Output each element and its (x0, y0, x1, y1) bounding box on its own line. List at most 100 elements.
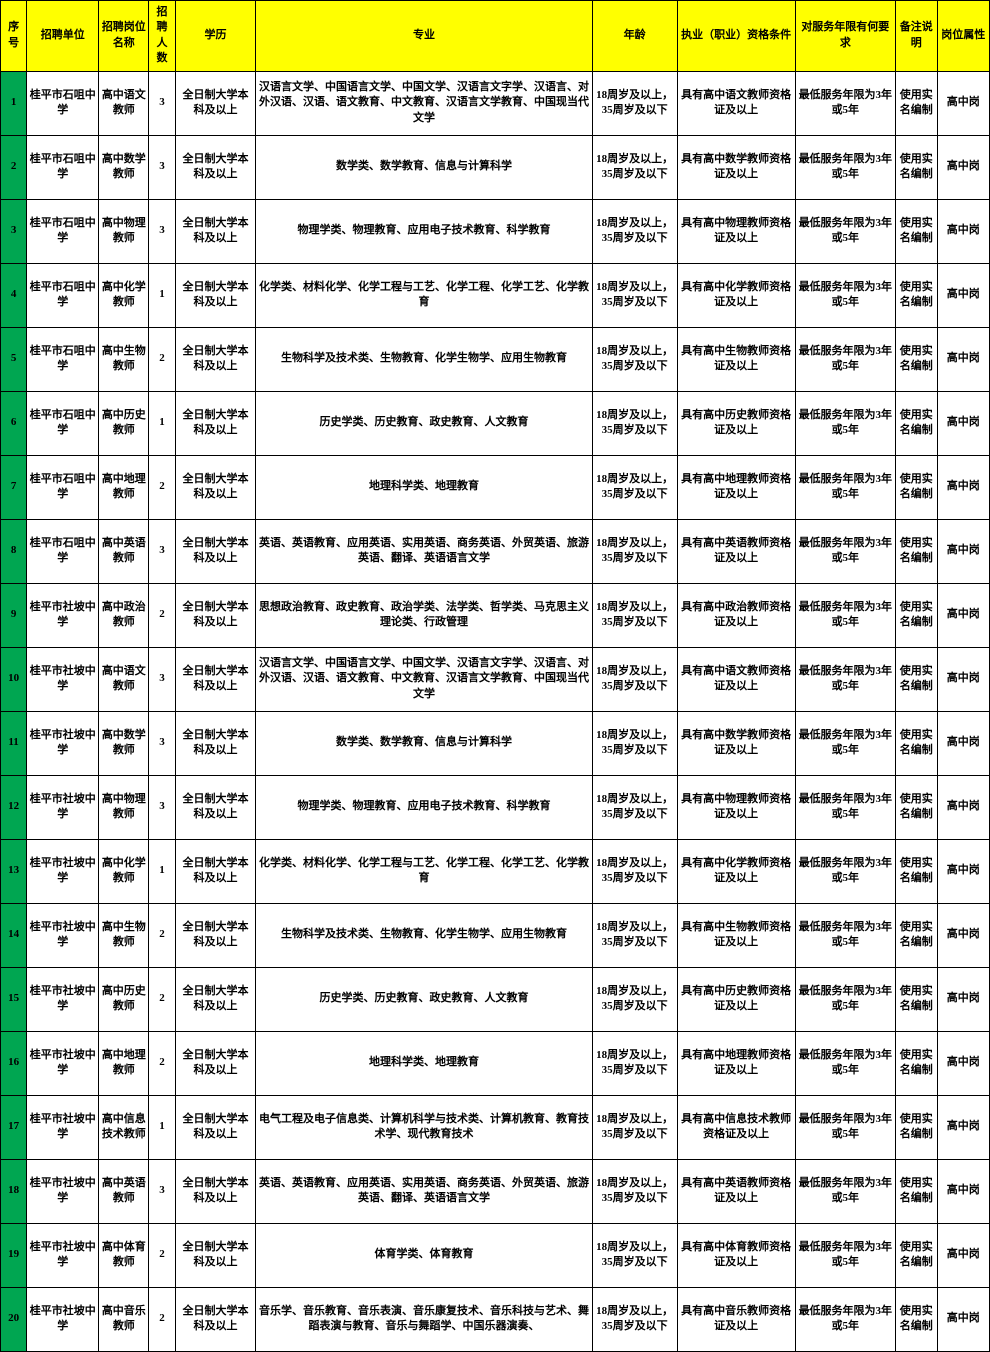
cell-major: 汉语言文学、中国语言文学、中国文学、汉语言文字学、汉语言、对外汉语、汉语、语文教… (256, 71, 592, 135)
cell-seq: 3 (1, 199, 27, 263)
cell-qualification: 具有高中政治教师资格证及以上 (677, 583, 795, 647)
cell-note: 使用实名编制 (896, 263, 937, 327)
cell-qualification: 具有高中历史教师资格证及以上 (677, 391, 795, 455)
cell-note: 使用实名编制 (896, 711, 937, 775)
cell-unit: 桂平市社坡中学 (27, 711, 99, 775)
cell-qualification: 具有高中地理教师资格证及以上 (677, 455, 795, 519)
cell-position: 高中信息技术教师 (99, 1095, 149, 1159)
cell-unit: 桂平市社坡中学 (27, 1287, 99, 1351)
cell-count: 2 (149, 903, 175, 967)
cell-attribute: 高中岗 (937, 711, 990, 775)
cell-qualification: 具有高中英语教师资格证及以上 (677, 1159, 795, 1223)
cell-seq: 14 (1, 903, 27, 967)
cell-education: 全日制大学本科及以上 (175, 1287, 256, 1351)
cell-qualification: 具有高中体育教师资格证及以上 (677, 1223, 795, 1287)
cell-age: 18周岁及以上，35周岁及以下 (592, 967, 677, 1031)
cell-age: 18周岁及以上，35周岁及以下 (592, 391, 677, 455)
cell-note: 使用实名编制 (896, 583, 937, 647)
cell-note: 使用实名编制 (896, 1223, 937, 1287)
cell-major: 生物科学及技术类、生物教育、化学生物学、应用生物教育 (256, 327, 592, 391)
cell-note: 使用实名编制 (896, 1031, 937, 1095)
cell-count: 2 (149, 327, 175, 391)
cell-service: 最低服务年限为3年或5年 (795, 327, 895, 391)
cell-qualification: 具有高中化学教师资格证及以上 (677, 263, 795, 327)
cell-seq: 9 (1, 583, 27, 647)
cell-major: 生物科学及技术类、生物教育、化学生物学、应用生物教育 (256, 903, 592, 967)
cell-education: 全日制大学本科及以上 (175, 1095, 256, 1159)
cell-major: 电气工程及电子信息类、计算机科学与技术类、计算机教育、教育技术学、现代教育技术 (256, 1095, 592, 1159)
cell-education: 全日制大学本科及以上 (175, 391, 256, 455)
cell-unit: 桂平市社坡中学 (27, 903, 99, 967)
cell-position: 高中语文教师 (99, 71, 149, 135)
header-cell: 年龄 (592, 1, 677, 72)
cell-major: 汉语言文学、中国语言文学、中国文学、汉语言文字学、汉语言、对外汉语、汉语、语文教… (256, 647, 592, 711)
table-row: 18桂平市社坡中学高中英语教师3全日制大学本科及以上英语、英语教育、应用英语、实… (1, 1159, 990, 1223)
cell-count: 2 (149, 967, 175, 1031)
cell-major: 地理科学类、地理教育 (256, 455, 592, 519)
cell-major: 历史学类、历史教育、政史教育、人文教育 (256, 967, 592, 1031)
cell-major: 英语、英语教育、应用英语、实用英语、商务英语、外贸英语、旅游英语、翻译、英语语言… (256, 519, 592, 583)
cell-unit: 桂平市社坡中学 (27, 1095, 99, 1159)
cell-attribute: 高中岗 (937, 647, 990, 711)
cell-note: 使用实名编制 (896, 1159, 937, 1223)
cell-note: 使用实名编制 (896, 327, 937, 391)
cell-seq: 11 (1, 711, 27, 775)
cell-service: 最低服务年限为3年或5年 (795, 1031, 895, 1095)
cell-attribute: 高中岗 (937, 1223, 990, 1287)
cell-attribute: 高中岗 (937, 775, 990, 839)
cell-qualification: 具有高中生物教师资格证及以上 (677, 903, 795, 967)
cell-seq: 4 (1, 263, 27, 327)
cell-education: 全日制大学本科及以上 (175, 1159, 256, 1223)
cell-education: 全日制大学本科及以上 (175, 327, 256, 391)
cell-seq: 5 (1, 327, 27, 391)
cell-position: 高中音乐教师 (99, 1287, 149, 1351)
cell-note: 使用实名编制 (896, 967, 937, 1031)
table-row: 6桂平市石咀中学高中历史教师1全日制大学本科及以上历史学类、历史教育、政史教育、… (1, 391, 990, 455)
cell-education: 全日制大学本科及以上 (175, 583, 256, 647)
cell-unit: 桂平市石咀中学 (27, 391, 99, 455)
cell-seq: 8 (1, 519, 27, 583)
cell-seq: 7 (1, 455, 27, 519)
cell-seq: 16 (1, 1031, 27, 1095)
table-row: 5桂平市石咀中学高中生物教师2全日制大学本科及以上生物科学及技术类、生物教育、化… (1, 327, 990, 391)
table-row: 7桂平市石咀中学高中地理教师2全日制大学本科及以上地理科学类、地理教育18周岁及… (1, 455, 990, 519)
header-cell: 备注说明 (896, 1, 937, 72)
cell-note: 使用实名编制 (896, 71, 937, 135)
header-cell: 学历 (175, 1, 256, 72)
cell-qualification: 具有高中数学教师资格证及以上 (677, 135, 795, 199)
recruitment-table: 序号招聘单位招聘岗位名称招聘人数学历专业年龄执业（职业）资格条件对服务年限有何要… (0, 0, 990, 1352)
cell-count: 2 (149, 1287, 175, 1351)
cell-age: 18周岁及以上，35周岁及以下 (592, 583, 677, 647)
cell-unit: 桂平市社坡中学 (27, 1223, 99, 1287)
cell-attribute: 高中岗 (937, 1095, 990, 1159)
cell-attribute: 高中岗 (937, 903, 990, 967)
header-cell: 序号 (1, 1, 27, 72)
cell-count: 1 (149, 839, 175, 903)
cell-unit: 桂平市社坡中学 (27, 775, 99, 839)
cell-attribute: 高中岗 (937, 263, 990, 327)
cell-unit: 桂平市石咀中学 (27, 71, 99, 135)
cell-qualification: 具有高中信息技术教师资格证及以上 (677, 1095, 795, 1159)
cell-attribute: 高中岗 (937, 327, 990, 391)
cell-attribute: 高中岗 (937, 135, 990, 199)
cell-note: 使用实名编制 (896, 647, 937, 711)
cell-qualification: 具有高中生物教师资格证及以上 (677, 327, 795, 391)
cell-seq: 12 (1, 775, 27, 839)
cell-count: 3 (149, 135, 175, 199)
cell-service: 最低服务年限为3年或5年 (795, 839, 895, 903)
cell-service: 最低服务年限为3年或5年 (795, 519, 895, 583)
cell-qualification: 具有高中地理教师资格证及以上 (677, 1031, 795, 1095)
cell-qualification: 具有高中历史教师资格证及以上 (677, 967, 795, 1031)
cell-age: 18周岁及以上，35周岁及以下 (592, 647, 677, 711)
cell-education: 全日制大学本科及以上 (175, 711, 256, 775)
cell-education: 全日制大学本科及以上 (175, 263, 256, 327)
header-cell: 专业 (256, 1, 592, 72)
cell-note: 使用实名编制 (896, 1287, 937, 1351)
cell-count: 3 (149, 711, 175, 775)
cell-service: 最低服务年限为3年或5年 (795, 1223, 895, 1287)
table-row: 12桂平市社坡中学高中物理教师3全日制大学本科及以上物理学类、物理教育、应用电子… (1, 775, 990, 839)
cell-position: 高中化学教师 (99, 263, 149, 327)
cell-attribute: 高中岗 (937, 967, 990, 1031)
cell-position: 高中生物教师 (99, 903, 149, 967)
cell-count: 3 (149, 199, 175, 263)
